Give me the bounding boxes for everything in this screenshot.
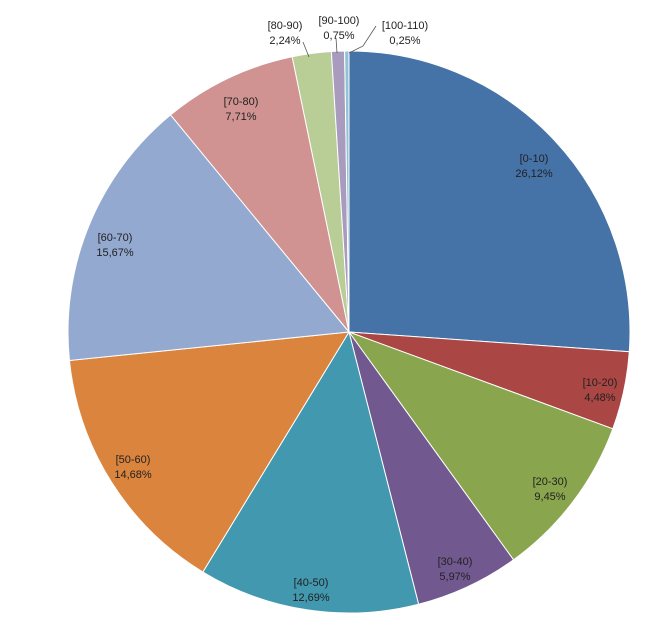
slice-percent-label: 4,48% <box>584 392 615 404</box>
pie-slices <box>67 50 631 614</box>
slice-percent-label: 2,24% <box>269 35 300 47</box>
slice-category-label: [30-40) <box>438 556 473 568</box>
slice-percent-label: 15,67% <box>96 247 134 259</box>
pie-slice-0 <box>348 50 631 353</box>
slice-category-label: [0-10) <box>520 153 549 165</box>
slice-category-label: [50-60) <box>116 454 151 466</box>
slice-percent-label: 5,97% <box>439 571 470 583</box>
slice-category-label: [100-110) <box>382 20 428 32</box>
slice-category-label: [20-30) <box>533 476 568 488</box>
pie-slice-4 <box>202 330 420 614</box>
slice-category-label: [60-70) <box>98 232 133 244</box>
slice-percent-label: 0,75% <box>323 30 354 42</box>
slice-percent-label: 14,68% <box>114 469 152 481</box>
slice-category-label: [70-80) <box>224 96 259 108</box>
pie-slice-2 <box>347 330 614 561</box>
slice-category-label: [10-20) <box>583 377 618 389</box>
pie-slice-7 <box>169 56 350 333</box>
leader-line <box>335 37 338 54</box>
slice-percent-label: 12,69% <box>292 592 330 604</box>
slice-percent-label: 0,25% <box>389 35 420 47</box>
pie-slice-10 <box>344 50 350 333</box>
leader-lines <box>302 25 377 58</box>
leader-line <box>302 41 310 58</box>
slice-category-label: [40-50) <box>294 577 329 589</box>
slice-category-label: [80-90) <box>268 20 303 32</box>
slice-percent-label: 26,12% <box>515 168 553 180</box>
pie-slice-6 <box>67 114 350 362</box>
leader-line <box>348 25 377 54</box>
pie-slice-5 <box>68 331 350 573</box>
slice-percent-label: 7,71% <box>225 111 256 123</box>
slice-percent-label: 9,45% <box>534 491 565 503</box>
slice-labels: [0-10) 26,12% [10-20) 4,48% [20-30) 9,45% [30-… <box>96 15 617 604</box>
slice-category-label: [90-100) <box>319 15 360 27</box>
